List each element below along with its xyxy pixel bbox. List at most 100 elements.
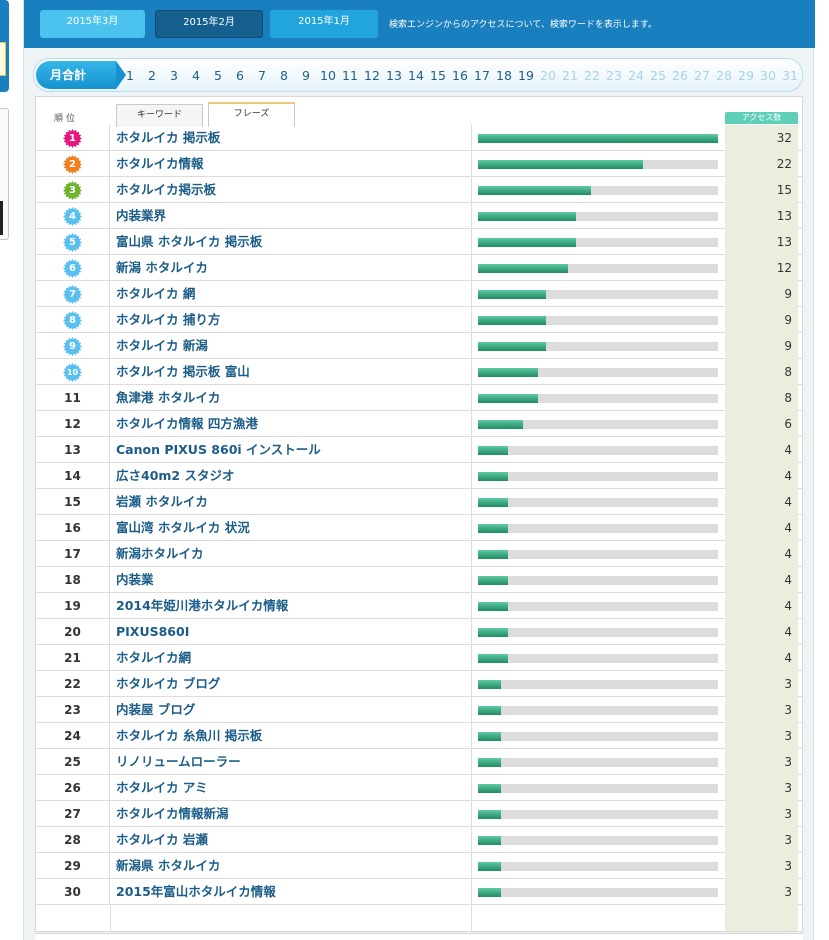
month-tab-2015-01[interactable]: 2015年1月: [270, 10, 378, 38]
day-link-23: 23: [606, 67, 622, 83]
tab-phrase[interactable]: フレーズ: [208, 102, 295, 127]
day-link-5[interactable]: 5: [214, 67, 222, 83]
phrase-link[interactable]: ホタルイカ 新潟: [116, 338, 208, 353]
access-bar-track: [478, 836, 718, 845]
phrase-link[interactable]: ホタルイカ情報新潟: [116, 806, 229, 821]
phrase-link[interactable]: 富山県 ホタルイカ 掲示板: [116, 234, 263, 249]
rank-cell: 11: [36, 385, 110, 411]
day-link-12[interactable]: 12: [364, 67, 380, 83]
access-bar-track: [478, 446, 718, 455]
access-bar-fill: [478, 862, 501, 871]
phrase-link[interactable]: 岩瀬 ホタルイカ: [116, 494, 208, 509]
table-row: 15 岩瀬 ホタルイカ 4: [36, 489, 802, 515]
phrase-link[interactable]: Canon PIXUS 860i インストール: [116, 442, 321, 457]
table-row: 6 新潟 ホタルイカ 12: [36, 255, 802, 281]
access-bar-fill: [478, 784, 501, 793]
rank-badge-icon: 8: [63, 311, 82, 330]
day-link-11[interactable]: 11: [342, 67, 358, 83]
phrase-link[interactable]: 新潟県 ホタルイカ: [116, 858, 221, 873]
access-count: 4: [725, 645, 798, 671]
bar-cell: [471, 281, 725, 307]
day-link-8[interactable]: 8: [280, 67, 288, 83]
access-bar-fill: [478, 446, 508, 455]
bar-cell: [471, 541, 725, 567]
tab-keyword[interactable]: キーワード: [116, 104, 203, 127]
phrase-link[interactable]: 富山湾 ホタルイカ 状況: [116, 520, 250, 535]
phrase-link[interactable]: ホタルイカ アミ: [116, 780, 208, 795]
table-row: 22 ホタルイカ ブログ 3: [36, 671, 802, 697]
rank-cell: 28: [36, 827, 110, 853]
access-bar-fill: [478, 472, 508, 481]
phrase-link[interactable]: 2014年姫川港ホタルイカ情報: [116, 598, 289, 613]
day-link-3[interactable]: 3: [170, 67, 178, 83]
phrase-link[interactable]: 新潟ホタルイカ: [116, 546, 204, 561]
month-tab-2015-03[interactable]: 2015年3月: [40, 10, 145, 38]
access-bar-fill: [478, 810, 501, 819]
access-bar-track: [478, 862, 718, 871]
phrase-link[interactable]: 内装業界: [116, 208, 167, 223]
access-bar-track: [478, 342, 718, 351]
phrase-link[interactable]: ホタルイカ ブログ: [116, 676, 221, 691]
phrase-link[interactable]: 広さ40m2 スタジオ: [116, 468, 235, 483]
access-count: 3: [725, 801, 798, 827]
phrase-link[interactable]: 内装業: [116, 572, 154, 587]
table-row: 28 ホタルイカ 岩瀬 3: [36, 827, 802, 853]
phrase-link[interactable]: ホタルイカ 捕り方: [116, 312, 221, 327]
phrase-link[interactable]: ホタルイカ掲示板: [116, 182, 217, 197]
access-bar-track: [478, 394, 718, 403]
phrase-link[interactable]: 内装屋 ブログ: [116, 702, 196, 717]
bar-cell: [471, 775, 725, 801]
day-link-19[interactable]: 19: [518, 67, 534, 83]
access-count: 15: [725, 177, 798, 203]
phrase-link[interactable]: ホタルイカ 糸魚川 掲示板: [116, 728, 263, 743]
phrase-link[interactable]: 新潟 ホタルイカ: [116, 260, 208, 275]
day-link-18[interactable]: 18: [496, 67, 512, 83]
monthly-total-button[interactable]: 月合計: [36, 61, 126, 89]
day-link-10[interactable]: 10: [320, 67, 336, 83]
phrase-link[interactable]: 2015年富山ホタルイカ情報: [116, 884, 276, 899]
phrase-link[interactable]: 魚津港 ホタルイカ: [116, 390, 221, 405]
day-link-7[interactable]: 7: [258, 67, 266, 83]
phrase-link[interactable]: ホタルイカ情報 四方漁港: [116, 416, 258, 431]
bar-cell: [471, 723, 725, 749]
table-row: 20 PIXUS860I 4: [36, 619, 802, 645]
day-link-15[interactable]: 15: [430, 67, 446, 83]
day-link-17[interactable]: 17: [474, 67, 490, 83]
day-link-14[interactable]: 14: [408, 67, 424, 83]
phrase-link[interactable]: ホタルイカ情報: [116, 156, 204, 171]
day-link-24: 24: [628, 67, 644, 83]
bar-cell: [471, 203, 725, 229]
rank-cell: 30: [36, 879, 110, 905]
bar-cell: [471, 749, 725, 775]
day-link-16[interactable]: 16: [452, 67, 468, 83]
day-link-9[interactable]: 9: [302, 67, 310, 83]
access-bar-fill: [478, 186, 591, 195]
access-bar-track: [478, 602, 718, 611]
day-link-4[interactable]: 4: [192, 67, 200, 83]
month-tab-2015-02[interactable]: 2015年2月: [155, 10, 263, 38]
rank-number: 5: [69, 237, 76, 248]
phrase-link[interactable]: ホタルイカ 掲示板: [116, 130, 221, 145]
rank-number: 23: [64, 703, 81, 717]
phrase-link[interactable]: リノリュームローラー: [116, 754, 241, 769]
table-row: 14 広さ40m2 スタジオ 4: [36, 463, 802, 489]
column-divider: [471, 905, 472, 931]
table-bottom-edge: [35, 933, 803, 940]
rank-number: 16: [64, 521, 81, 535]
day-link-13[interactable]: 13: [386, 67, 402, 83]
phrase-link[interactable]: PIXUS860I: [116, 624, 190, 639]
phrase-link[interactable]: ホタルイカ 掲示板 富山: [116, 364, 250, 379]
day-link-6[interactable]: 6: [236, 67, 244, 83]
access-bar-fill: [478, 342, 546, 351]
phrase-link[interactable]: ホタルイカ 網: [116, 286, 196, 301]
phrase-link[interactable]: ホタルイカ 岩瀬: [116, 832, 208, 847]
day-link-2[interactable]: 2: [148, 67, 156, 83]
rank-cell: 29: [36, 853, 110, 879]
day-link-27: 27: [694, 67, 710, 83]
table-footer-row: [36, 905, 802, 931]
access-bar-fill: [478, 706, 501, 715]
rank-cell: 27: [36, 801, 110, 827]
table-row: 27 ホタルイカ情報新潟 3: [36, 801, 802, 827]
phrase-link[interactable]: ホタルイカ網: [116, 650, 192, 665]
day-link-1[interactable]: 1: [126, 67, 134, 83]
